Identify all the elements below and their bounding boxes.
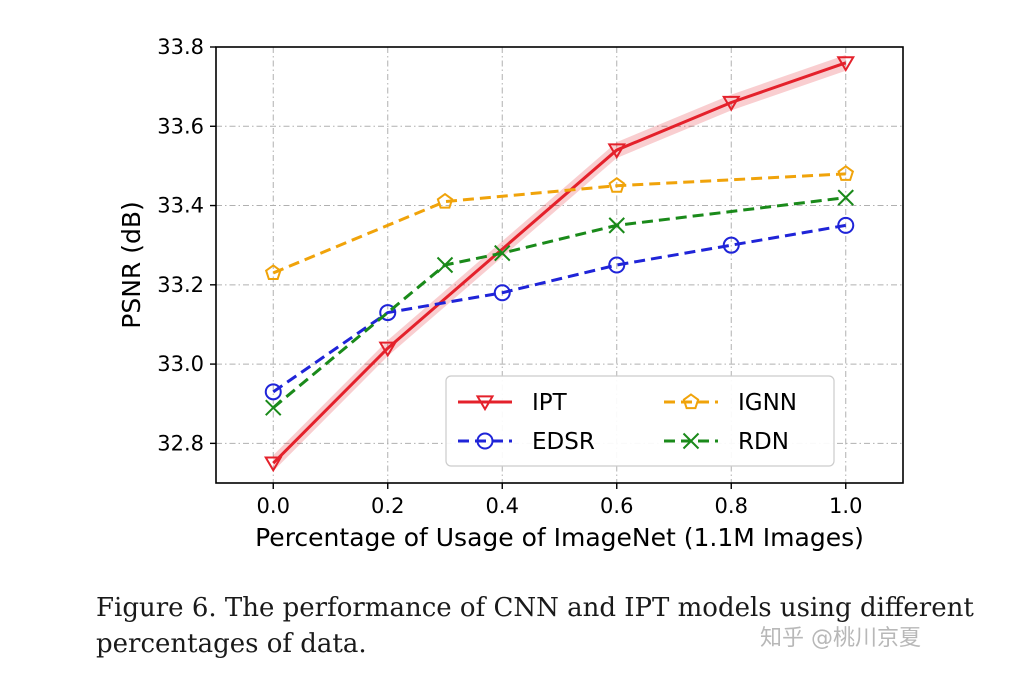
legend-label: IPT [532,390,568,416]
y-tick-label: 33.4 [157,194,204,218]
legend-item-ignn: IGNN [664,390,797,416]
psnr-line-chart: 0.0 0.2 0.4 0.6 0.8 1.0 32.8 33.0 33.2 33.4 33.6 33… [117,35,904,552]
rdn-series [265,189,854,416]
ignn-series-line [272,172,846,275]
ignn-data-point [837,165,855,181]
ipt-series [264,56,855,473]
y-tick-label: 32.8 [157,431,204,455]
y-tick-label: 33.0 [157,352,204,376]
legend-swatch-marker [682,393,700,410]
legend-box [445,375,835,467]
legend: IPT IGNN EDSR RDN [445,375,835,467]
edsr-data-point [608,256,626,274]
ipt-data-point [836,56,855,72]
x-tick-label: 0.0 [257,494,290,518]
ignn-data-point [608,176,626,193]
x-tick-label: 0.8 [715,494,748,518]
plot-frame [215,46,904,484]
rdn-data-point [608,217,625,234]
ipt-data-point [264,456,283,473]
edsr-data-point [493,284,511,302]
legend-swatch-marker [475,395,495,412]
ignn-data-point [264,264,282,280]
legend-item-edsr: EDSR [458,429,595,455]
x-axis-label: Percentage of Usage of ImageNet (1.1M Im… [255,523,864,552]
y-axis-label: PSNR (dB) [117,201,146,329]
rdn-data-point [837,189,854,206]
ipt-data-point [722,95,741,112]
y-tick-label: 33.6 [157,114,204,138]
edsr-series-line [272,223,847,394]
y-tick-label: 33.8 [157,35,204,59]
edsr-series [264,216,855,401]
legend-swatch-marker [476,432,494,450]
edsr-data-point [379,304,397,322]
ipt-data-point [378,341,397,358]
legend-label: EDSR [532,429,595,455]
edsr-data-point [264,383,282,401]
legend-item-rdn: RDN [664,429,789,455]
rdn-data-point [436,256,454,274]
tick-layer: 0.0 0.2 0.4 0.6 0.8 1.0 32.8 33.0 33.2 33.4 33.6 33… [157,35,862,518]
rdn-data-point [494,244,511,262]
figure-caption: Figure 6. The performance of CNN and IPT… [96,593,974,659]
legend-label: RDN [738,429,789,455]
x-tick-label: 0.6 [600,494,633,518]
ignn-series [264,165,855,280]
watermark: 知乎 @桃川京夏 [760,626,921,651]
x-tick-label: 0.2 [371,494,404,518]
ignn-data-point [436,192,454,209]
legend-swatch-marker [682,432,700,450]
x-tick-label: 0.4 [486,494,519,518]
y-tick-label: 33.2 [157,273,204,297]
legend-item-ipt: IPT [458,390,568,416]
series-layer [264,56,855,473]
legend-label: IGNN [738,390,797,416]
x-tick-label: 1.0 [829,494,862,518]
edsr-data-point [837,216,855,234]
edsr-data-point [722,236,740,254]
rdn-data-point [265,399,282,416]
ipt-data-point [607,143,626,160]
ipt-series-line [272,61,847,465]
